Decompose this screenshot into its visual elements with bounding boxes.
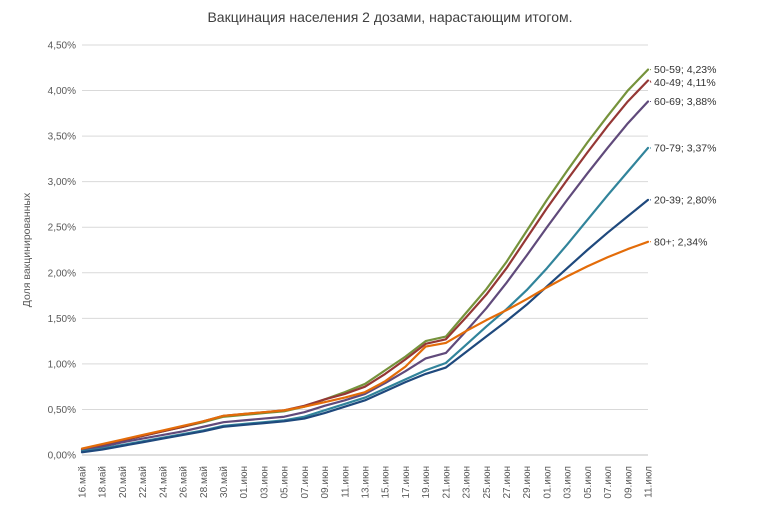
x-tick-label: 03.июл	[563, 466, 574, 499]
y-tick-labels: 0,00% 0,50% 1,00% 1,50% 2,00% 2,50% 3,00% 3,50%…	[48, 41, 76, 462]
x-tick-label: 11.июл	[644, 466, 655, 498]
x-tick-label: 28.май	[199, 466, 210, 498]
y-axis-title: Доля вакцинированных	[21, 192, 33, 307]
x-tick-label: 16.май	[78, 466, 89, 498]
x-tick-label: 07.июл	[603, 466, 614, 499]
series-end-label-20-39: 20-39; 2,80%	[654, 194, 716, 206]
x-tick-label: 24.май	[158, 466, 169, 498]
x-tick-label: 19.июн	[421, 466, 432, 499]
y-tick-label: 2,00%	[48, 268, 76, 279]
x-tick-labels: 16.май 18.май 20.май 22.май 24.май 26.май 28.м…	[78, 466, 655, 499]
y-tick-label: 1,00%	[48, 359, 76, 370]
y-tick-label: 3,00%	[48, 177, 76, 188]
end-label-leader-40-49	[649, 80, 652, 83]
series-line-60-69	[80, 100, 650, 452]
y-tick-label: 3,50%	[48, 132, 76, 143]
chart-title: Вакцинация населения 2 дозами, нарастающ…	[207, 9, 572, 25]
x-tick-label: 23.июн	[462, 466, 473, 499]
series-line-80+	[80, 240, 650, 450]
x-tick-label: 05.июн	[280, 466, 291, 499]
y-tick-label: 4,00%	[48, 86, 76, 97]
x-tick-label: 11.июн	[340, 466, 351, 498]
series-end-label-60-69: 60-69; 3,88%	[654, 96, 716, 108]
x-tick-label: 21.июн	[441, 466, 452, 499]
x-tick-label: 01.июл	[542, 466, 553, 499]
y-tick-label: 2,50%	[48, 223, 76, 234]
x-tick-label: 20.май	[118, 466, 129, 498]
x-tick-label: 15.июн	[381, 466, 392, 499]
x-tick-label: 18.май	[98, 466, 109, 498]
x-tick-label: 30.май	[219, 466, 230, 498]
series-end-label-50-59: 50-59; 4,23%	[654, 64, 716, 76]
y-tick-label: 0,50%	[48, 405, 76, 416]
y-tick-label: 0,00%	[48, 451, 76, 462]
x-tick-label: 27.июн	[502, 466, 513, 499]
x-tick-label: 07.июн	[300, 466, 311, 499]
x-tick-label: 13.июн	[361, 466, 372, 499]
y-tick-label: 4,50%	[48, 41, 76, 52]
x-tick-label: 25.июн	[482, 466, 493, 499]
series-end-label-80+: 80+; 2,34%	[654, 236, 707, 248]
series-line-70-79	[80, 146, 650, 453]
x-tick-label: 09.июл	[623, 466, 634, 499]
series-line-20-39	[80, 198, 650, 454]
x-tick-label: 03.июн	[259, 466, 270, 499]
x-tick-label: 22.май	[138, 466, 149, 498]
gridlines	[82, 44, 648, 456]
x-tick-label: 26.май	[179, 466, 190, 498]
x-tick-label: 09.июн	[320, 466, 331, 499]
series-end-label-40-49: 40-49; 4,11%	[654, 77, 716, 89]
x-tick-label: 29.июн	[522, 466, 533, 499]
series-end-labels: 50-59; 4,23%40-49; 4,11% 60-69; 3,88% 70-7…	[649, 64, 716, 248]
series-lines	[80, 68, 650, 454]
x-tick-label: 05.июл	[583, 466, 594, 499]
x-tick-label: 17.июн	[401, 466, 412, 499]
y-tick-label: 1,50%	[48, 314, 76, 325]
x-tick-label: 01.июн	[239, 466, 250, 499]
series-end-label-70-79: 70-79; 3,37%	[654, 142, 716, 154]
